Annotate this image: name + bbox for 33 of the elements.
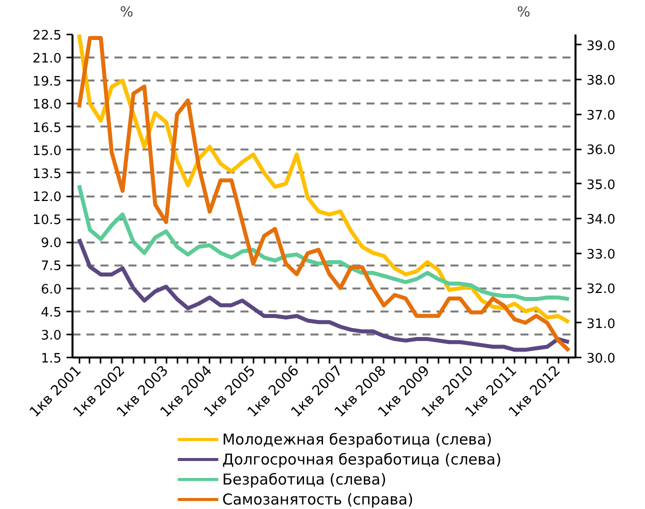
legend-label: Долгосрочная безработица (слева): [222, 450, 502, 468]
y-tick-label: 13.5: [32, 166, 62, 182]
line-series: [77, 237, 571, 352]
y-tick-label: 3.0: [40, 328, 62, 344]
y-tick-label: 7.5: [40, 259, 62, 274]
y-tick-label: 15.0: [32, 144, 62, 159]
y2-tick-label: 36.0: [586, 143, 616, 158]
y-tick-label: 18.0: [32, 98, 62, 113]
y-tick-label: 9.0: [40, 236, 62, 252]
y-tick-label: 1.5: [40, 352, 62, 366]
legend-label: Безработица (слева): [222, 470, 386, 488]
y-tick-label: 21.0: [32, 52, 62, 67]
line-series: [77, 183, 571, 302]
y2-axis-title: %: [517, 4, 530, 20]
y2-tick-label: 33.0: [586, 247, 616, 262]
y2-tick-label: 32.0: [586, 282, 616, 298]
y2-tick-label: 39.0: [586, 38, 616, 54]
y2-tick-label: 31.0: [586, 316, 616, 332]
y-tick-label: 4.5: [40, 305, 62, 320]
y-tick-label: 12.0: [32, 190, 62, 205]
y-tick-label: 16.5: [32, 120, 62, 136]
y2-tick-label: 35.0: [586, 178, 616, 193]
y-tick-label: 6.0: [40, 282, 62, 298]
y-tick-label: 19.5: [32, 74, 62, 90]
y2-tick-label: 30.0: [586, 352, 616, 366]
y-tick-label: 22.5: [32, 28, 62, 44]
y2-tick-label: 37.0: [586, 108, 616, 124]
legend-label: Молодежная безработица (слева): [222, 430, 492, 448]
y-axis-title: %: [120, 4, 134, 20]
y2-tick-label: 38.0: [586, 74, 616, 89]
y-tick-label: 10.5: [32, 213, 62, 228]
y2-tick-label: 34.0: [586, 212, 616, 228]
legend-label: Самозанятость (справа): [222, 490, 414, 508]
